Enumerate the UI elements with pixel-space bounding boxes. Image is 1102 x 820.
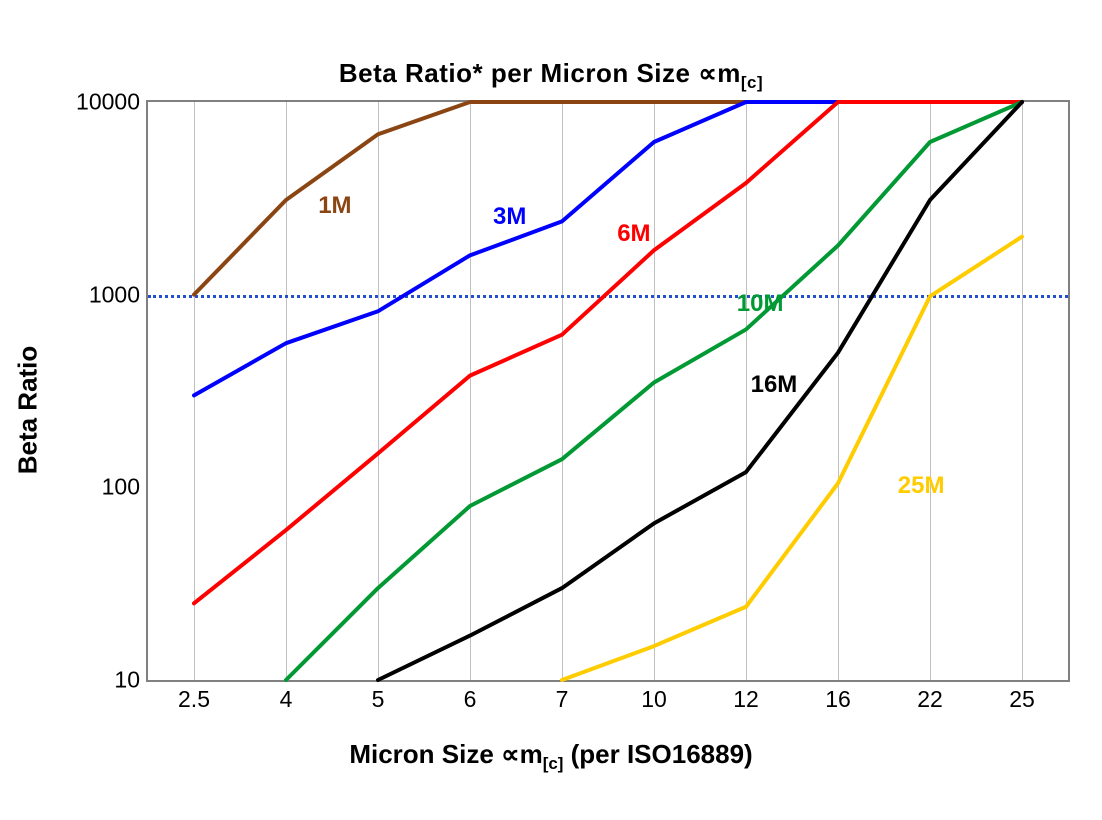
series-label-16M: 16M (751, 371, 798, 399)
chart-title-unit: ∝m (698, 58, 741, 88)
series-label-1M: 1M (318, 192, 351, 220)
chart-title-prefix: Beta Ratio* per Micron Size (339, 58, 698, 88)
x-axis-title-prefix: Micron Size (349, 739, 501, 769)
series-25M (562, 237, 1022, 680)
series-label-10M: 10M (737, 290, 784, 318)
y-tick-label: 100 (102, 474, 148, 501)
series-10M (286, 102, 1022, 680)
chart-container: Beta Ratio* per Micron Size ∝m[c] Beta R… (0, 0, 1102, 820)
x-axis-title: Micron Size ∝m[c] (per ISO16889) (0, 739, 1102, 774)
x-axis-title-unit: ∝m (501, 739, 543, 769)
x-tick-label: 10 (641, 680, 667, 713)
x-tick-label: 2.5 (178, 680, 210, 713)
series-3M (194, 102, 1022, 395)
x-tick-label: 6 (464, 680, 477, 713)
x-axis-title-sub: [c] (543, 754, 564, 773)
series-label-3M: 3M (493, 203, 526, 231)
series-label-6M: 6M (617, 220, 650, 248)
y-tick-label: 10 (114, 667, 148, 694)
chart-title-sub: [c] (741, 73, 763, 92)
y-tick-label: 1000 (89, 281, 148, 308)
x-axis-title-suffix: (per ISO16889) (563, 739, 752, 769)
series-16M (378, 102, 1022, 680)
series-label-25M: 25M (898, 472, 945, 500)
x-tick-label: 5 (372, 680, 385, 713)
x-tick-label: 22 (917, 680, 943, 713)
y-axis-title: Beta Ratio (13, 346, 44, 475)
x-tick-label: 16 (825, 680, 851, 713)
x-tick-label: 12 (733, 680, 759, 713)
y-tick-label: 10000 (76, 89, 148, 116)
chart-title: Beta Ratio* per Micron Size ∝m[c] (0, 58, 1102, 93)
x-tick-label: 7 (556, 680, 569, 713)
x-tick-label: 4 (280, 680, 293, 713)
x-tick-label: 25 (1009, 680, 1035, 713)
plot-area: 2.545671012162225101001000100001M3M6M10M… (146, 100, 1070, 682)
chart-lines (148, 102, 1068, 680)
